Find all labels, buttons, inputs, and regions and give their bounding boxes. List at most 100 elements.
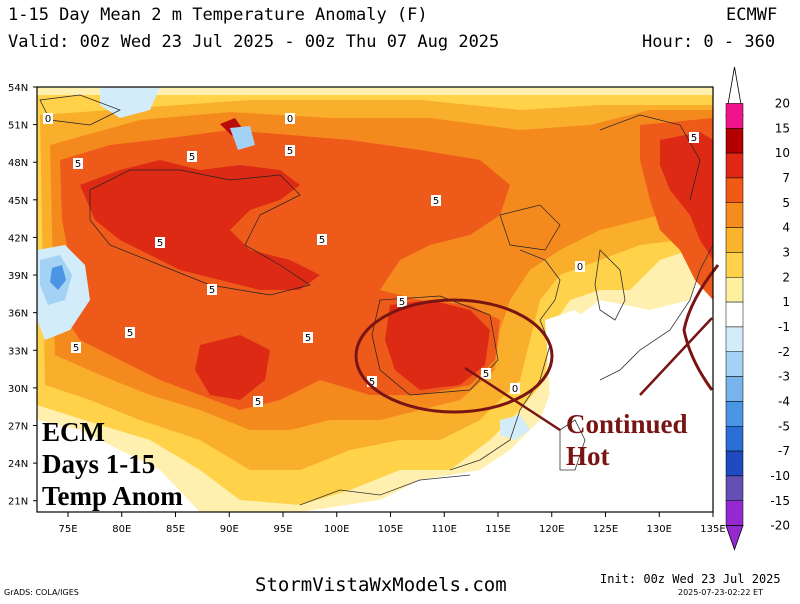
colorbar-swatch	[725, 128, 744, 154]
lat-label-39N: 39N	[8, 271, 28, 282]
caption-model: ECM	[42, 417, 105, 447]
isoline-label-bg	[125, 327, 135, 338]
isoline-label: 5	[433, 196, 439, 207]
isoline-label: 5	[399, 297, 405, 308]
isoline-label-bg	[367, 376, 377, 387]
isoline-label-bg	[510, 383, 520, 394]
anomaly-fill-plus7-sw	[195, 335, 270, 400]
lon-label-80E: 80E	[112, 524, 131, 535]
isoline-label-bg	[155, 237, 165, 248]
anomaly-fill-plus7	[80, 160, 320, 290]
isoline-label: 5	[75, 159, 81, 170]
isoline-label-bg	[317, 234, 327, 245]
isolines	[39, 94, 701, 396]
lon-label-125E: 125E	[593, 524, 618, 535]
annotation-arrow-left	[464, 366, 561, 432]
colorbar-swatch	[725, 301, 744, 328]
japan-coast	[599, 244, 714, 381]
generated-timestamp: 2025-07-23-02:22 ET	[678, 588, 763, 597]
lat-label-36N: 36N	[8, 309, 28, 320]
lon-label-100E: 100E	[324, 524, 349, 535]
isoline-label: 5	[127, 328, 133, 339]
map-title: 1-15 Day Mean 2 m Temperature Anomaly (F…	[8, 5, 428, 25]
colorbar-label: 5	[782, 196, 790, 210]
colorbar-swatch	[725, 500, 744, 526]
korea-coast	[594, 249, 626, 321]
lat-label-27N: 27N	[8, 421, 28, 432]
anomaly-fill-minus2-se	[500, 415, 530, 440]
caption-hot: Hot	[566, 441, 610, 471]
anomaly-fill-plus7-central	[385, 300, 490, 390]
colorbar-label: 10	[775, 146, 790, 160]
isoline-label: 5	[287, 146, 293, 157]
anomaly-fill-minus2-north	[100, 87, 160, 118]
colorbar-label: -15	[770, 494, 790, 508]
lat-label-42N: 42N	[8, 233, 28, 244]
colorbar-label: 15	[775, 121, 790, 135]
colorbar-label: 3	[782, 245, 790, 259]
caption-days: Days 1-15	[42, 449, 156, 479]
colorbar-swatch	[725, 177, 744, 204]
isoline-label: 5	[209, 285, 215, 296]
longitude-axis: 75E 80E 85E 90E 95E 100E 105E 110E 115E 120E 125E 1…	[58, 512, 726, 535]
sea-japan-neutral	[560, 320, 713, 512]
colorbar-swatch	[725, 475, 744, 501]
colorbar-swatch	[725, 252, 744, 278]
colorbar-swatch	[725, 376, 744, 402]
grads-credit: GrADS: COLA/IGES	[4, 588, 79, 597]
caption-field: Temp Anom	[42, 481, 183, 511]
lat-label-24N: 24N	[8, 459, 28, 470]
isoline-5-north	[89, 169, 311, 296]
lat-label-51N: 51N	[8, 121, 28, 132]
lat-label-33N: 33N	[8, 346, 28, 357]
colorbar-swatch	[725, 152, 744, 179]
isoline-label-bg	[71, 342, 81, 353]
coastlines	[299, 244, 714, 506]
sea-yellow-neutral	[545, 310, 600, 420]
forecast-hours: Hour: 0 - 360	[642, 32, 776, 52]
colorbar-label: 7	[782, 171, 790, 185]
south-coast	[299, 474, 471, 506]
colorbar-label: -10	[770, 469, 790, 483]
isoline-label-bg	[481, 368, 491, 379]
colorbar-swatch	[725, 227, 744, 253]
colorbar-swatch	[725, 450, 744, 477]
lat-label-21N: 21N	[8, 497, 28, 508]
isoline-label: 0	[45, 114, 51, 125]
north-china-plain-circle	[354, 298, 554, 414]
lat-label-45N: 45N	[8, 196, 28, 207]
isoline-label-bg	[397, 296, 407, 307]
latitude-axis: 54N 51N 48N 45N 42N 39N 36N 33N 30N 27N 24N 21N	[8, 83, 37, 508]
isoline-label: 0	[512, 384, 518, 395]
japan-circle	[682, 264, 720, 391]
colorbar-label: -3	[778, 370, 790, 384]
isoline-label: 5	[73, 343, 79, 354]
isoline-label: 5	[369, 377, 375, 388]
colorbar-label: -7	[778, 444, 790, 458]
site-link[interactable]: StormVistaWxModels.com	[255, 574, 507, 596]
isoline-labels: 0 0 5 5 5 5 5 5 5 5 5 5 5 5 5 5 5 0 0	[43, 113, 699, 408]
lon-label-135E: 135E	[700, 524, 725, 535]
isoline-label: 0	[287, 114, 293, 125]
colorbar-swatch	[725, 277, 744, 303]
lon-label-90E: 90E	[220, 524, 239, 535]
colorbar-label: 4	[782, 221, 790, 235]
lon-label-75E: 75E	[58, 524, 77, 535]
colorbar-swatch	[725, 401, 744, 427]
colorbar-label: -2	[778, 345, 790, 359]
valid-period: Valid: 00z Wed 23 Jul 2025 - 00z Thu 07 …	[8, 32, 500, 52]
isoline-label-bg	[43, 113, 53, 124]
colorbar-label: -1	[778, 320, 790, 334]
colorbar-label: -20	[770, 519, 790, 533]
colorbar-swatch	[725, 326, 744, 352]
isoline-label-bg	[303, 332, 313, 343]
init-time: Init: 00z Wed 23 Jul 2025	[600, 572, 781, 586]
isoline-5-ne	[599, 114, 701, 201]
annotation-arrow-right	[639, 317, 713, 396]
lon-label-85E: 85E	[166, 524, 185, 535]
colorbar: 20 15 10 7 5 4 3 2 1 -1 -2 -3 -4 -5 -7 -10 -15 -20	[725, 66, 790, 551]
lon-label-105E: 105E	[378, 524, 403, 535]
isoline-label-bg	[285, 145, 295, 156]
lon-label-110E: 110E	[432, 524, 457, 535]
